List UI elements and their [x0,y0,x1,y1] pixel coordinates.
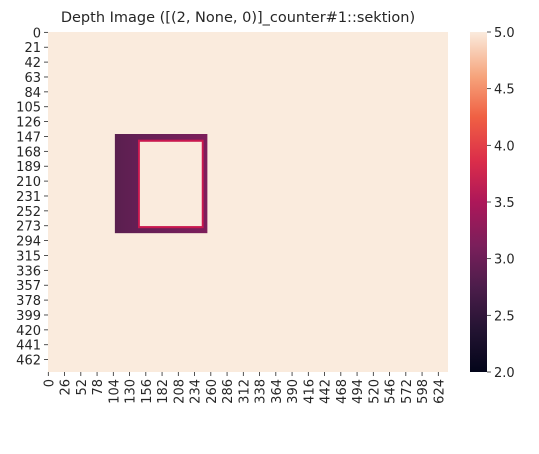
y-tick-label: 399 [16,309,41,324]
y-tick-label: 126 [16,116,41,131]
heatmap-background [48,32,448,372]
y-tick-label: 21 [24,41,41,56]
colorbar-tick-label: 4.5 [494,83,515,98]
y-tick-label: 42 [24,56,41,71]
y-tick-label: 231 [16,190,41,205]
object-hollow [139,141,202,227]
x-axis: 0 26 52 78 104 130 156 182 208 234 260 286 312 338 364… [42,372,447,404]
x-tick-label: 260 [205,379,220,404]
x-tick-label: 208 [172,379,187,404]
x-tick-label: 52 [75,379,90,396]
x-tick-label: 0 [42,379,57,387]
heatmap-object [114,134,208,234]
x-tick-label: 338 [254,379,269,404]
y-tick-label: 168 [16,145,41,160]
x-tick-label: 546 [384,379,399,404]
x-tick-label: 468 [335,379,350,404]
colorbar-ticks: 2.0 2.5 3.0 3.5 4.0 4.5 5.0 [487,26,515,381]
y-axis: 0214263841051261471681892102312522732943… [16,26,48,369]
y-tick-label: 210 [16,175,41,190]
colorbar-tick-label: 5.0 [494,26,515,41]
x-tick-label: 130 [124,379,139,404]
y-tick-label: 252 [16,205,41,220]
colorbar-tick-label: 3.0 [494,253,515,268]
x-tick-label: 494 [351,379,366,404]
x-tick-label: 572 [400,379,415,404]
y-tick-label: 357 [16,279,41,294]
x-tick-label: 598 [416,379,431,404]
x-tick-label: 364 [270,379,285,404]
y-tick-label: 315 [16,249,41,264]
y-tick-label: 84 [24,86,41,101]
colorbar-tick-label: 2.0 [494,366,515,381]
y-tick-label: 0 [33,26,41,41]
colorbar-tick-label: 3.5 [494,196,515,211]
y-tick-label: 63 [24,71,41,86]
y-tick-label: 378 [16,294,41,309]
y-tick-label: 441 [16,339,41,354]
x-tick-label: 442 [319,379,334,404]
x-tick-label: 78 [91,379,106,396]
colorbar-tick-label: 2.5 [494,309,515,324]
x-tick-label: 416 [302,379,317,404]
x-tick-label: 104 [107,379,122,404]
colorbar-gradient [470,32,487,372]
colorbar: 2.0 2.5 3.0 3.5 4.0 4.5 5.0 [470,26,515,381]
y-tick-label: 189 [16,160,41,175]
x-tick-label: 156 [140,379,155,404]
x-tick-label: 520 [367,379,382,404]
y-tick-label: 420 [16,324,41,339]
y-tick-label: 336 [16,264,41,279]
chart-title: Depth Image ([(2, None, 0)]_counter#1::s… [61,10,415,26]
y-tick-label: 105 [16,101,41,116]
x-tick-label: 286 [221,379,236,404]
x-tick-label: 312 [237,379,252,404]
x-tick-label: 26 [59,379,74,396]
heatmap-plot-area [48,32,448,372]
x-tick-label: 234 [189,379,204,404]
x-tick-label: 390 [286,379,301,404]
colorbar-tick-label: 4.0 [494,139,515,154]
y-tick-label: 273 [16,220,41,235]
y-tick-label: 147 [16,130,41,145]
x-tick-label: 624 [432,379,447,404]
y-tick-label: 294 [16,235,41,250]
x-tick-label: 182 [156,379,171,404]
y-tick-label: 462 [16,354,41,369]
